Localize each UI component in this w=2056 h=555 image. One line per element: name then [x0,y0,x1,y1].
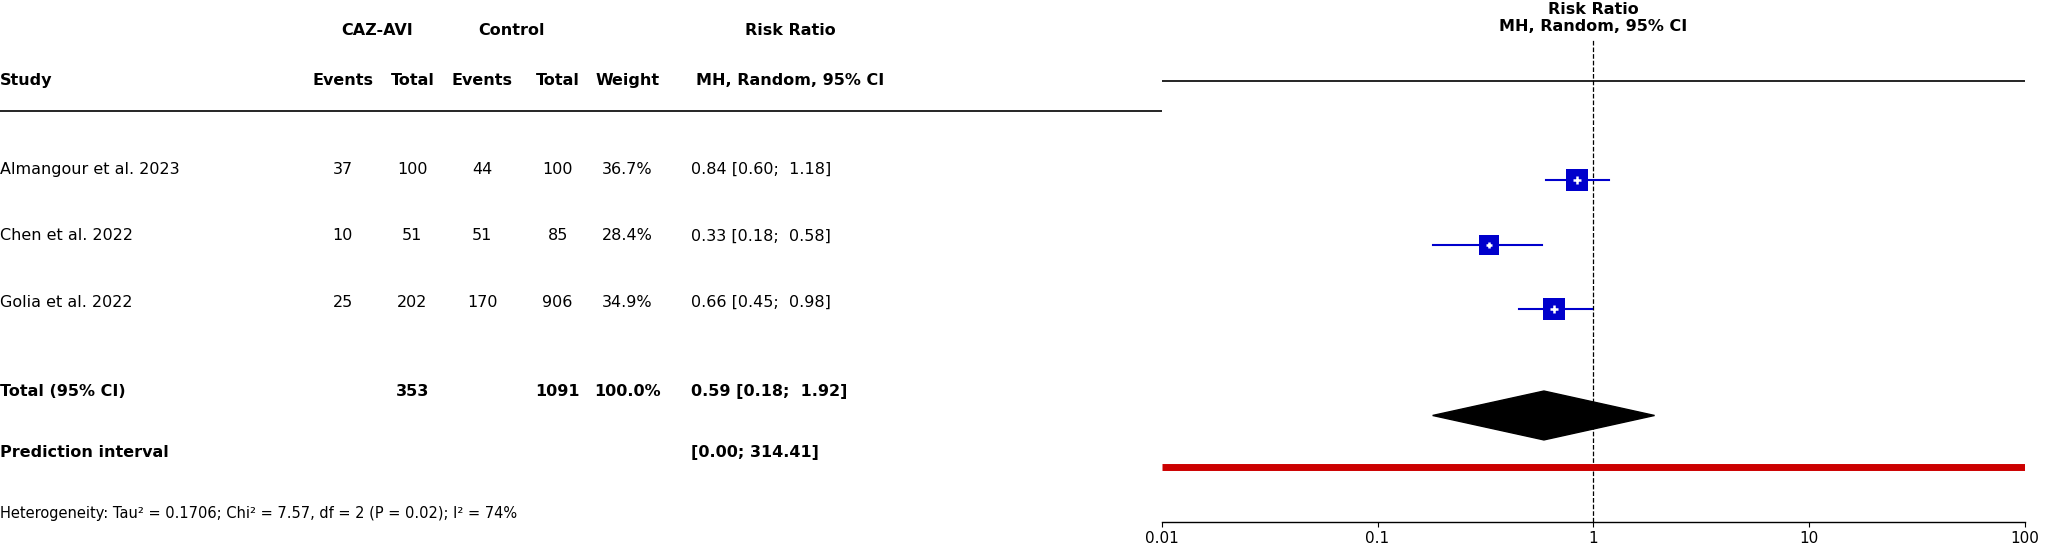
Text: Weight: Weight [596,73,660,88]
Text: Events: Events [313,73,374,88]
Text: Control: Control [477,23,545,38]
Text: Prediction interval: Prediction interval [0,445,169,460]
Text: 0.59 [0.18;  1.92]: 0.59 [0.18; 1.92] [691,384,847,399]
Point [1561,176,1593,185]
Text: Total: Total [391,73,434,88]
Text: 170: 170 [467,295,498,310]
Point [1538,305,1571,314]
Text: Golia et al. 2022: Golia et al. 2022 [0,295,132,310]
Text: 34.9%: 34.9% [602,295,652,310]
Text: 906: 906 [543,295,574,310]
Text: 100.0%: 100.0% [594,384,660,399]
Text: CAZ-AVI: CAZ-AVI [341,23,413,38]
Text: 0.33 [0.18;  0.58]: 0.33 [0.18; 0.58] [691,228,831,244]
Text: 51: 51 [473,228,491,244]
Text: [0.00; 314.41]: [0.00; 314.41] [691,445,818,460]
Text: 85: 85 [547,228,567,244]
Polygon shape [1433,391,1655,440]
Text: 51: 51 [403,228,424,244]
Text: 0.84 [0.60;  1.18]: 0.84 [0.60; 1.18] [691,162,831,177]
Text: Events: Events [452,73,512,88]
Text: MH, Random, 95% CI: MH, Random, 95% CI [695,73,884,88]
Text: 10: 10 [333,228,354,244]
Text: 0.66 [0.45;  0.98]: 0.66 [0.45; 0.98] [691,295,831,310]
Text: Total: Total [537,73,580,88]
Text: 202: 202 [397,295,428,310]
Text: 37: 37 [333,162,354,177]
Text: Almangour et al. 2023: Almangour et al. 2023 [0,162,179,177]
Text: Heterogeneity: Tau² = 0.1706; Chi² = 7.57, df = 2 (P = 0.02); I² = 74%: Heterogeneity: Tau² = 0.1706; Chi² = 7.5… [0,506,518,521]
Point [1472,240,1505,249]
Text: Chen et al. 2022: Chen et al. 2022 [0,228,134,244]
Text: Total (95% CI): Total (95% CI) [0,384,125,399]
Point [1538,305,1571,314]
Point [1561,176,1593,185]
Text: 1091: 1091 [535,384,580,399]
Text: 44: 44 [473,162,491,177]
Text: Risk Ratio
MH, Random, 95% CI: Risk Ratio MH, Random, 95% CI [1499,2,1688,34]
Text: 353: 353 [395,384,430,399]
Text: 25: 25 [333,295,354,310]
Text: Study: Study [0,73,53,88]
Text: Risk Ratio: Risk Ratio [744,23,835,38]
Point [1472,240,1505,249]
Text: 36.7%: 36.7% [602,162,652,177]
Text: 28.4%: 28.4% [602,228,652,244]
Text: 100: 100 [397,162,428,177]
Text: 100: 100 [543,162,574,177]
